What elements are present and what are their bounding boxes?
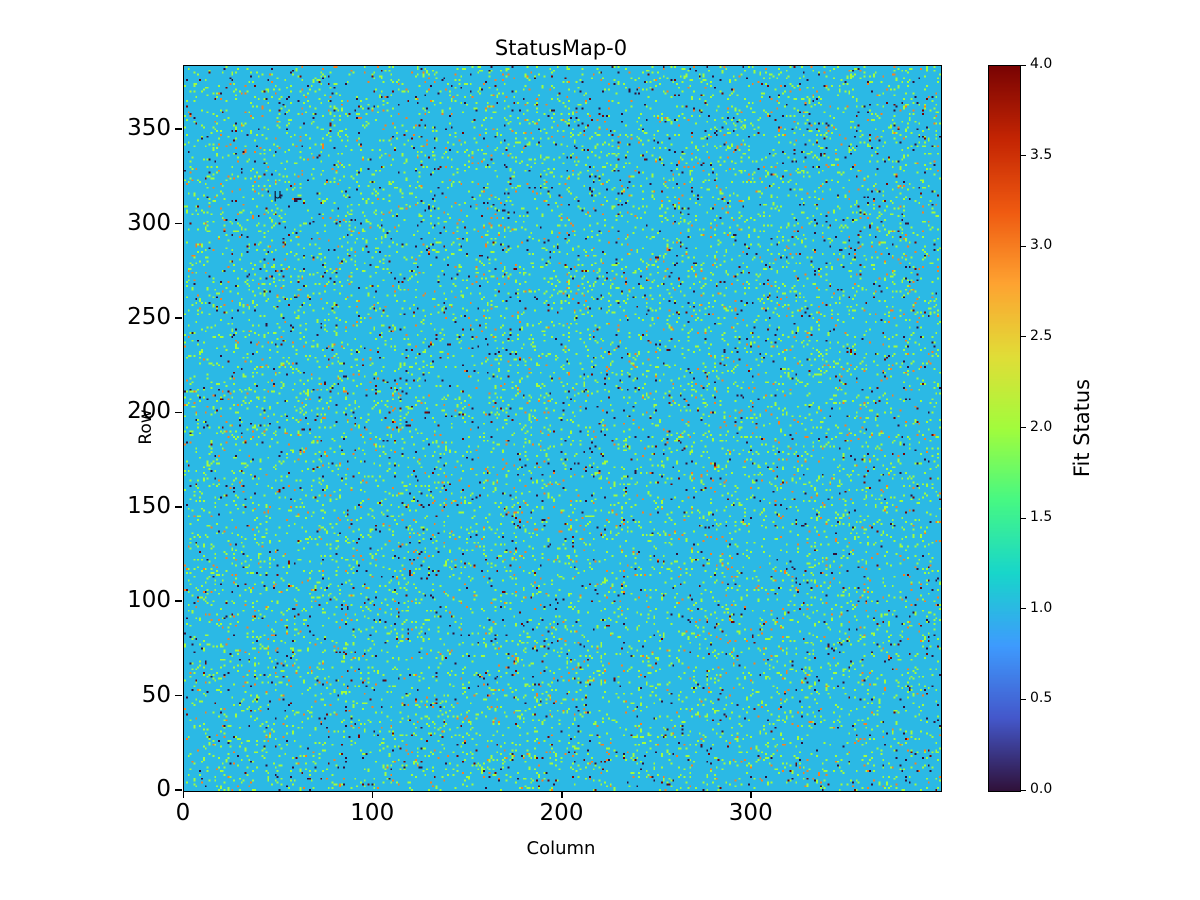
y-tick-mark — [175, 317, 182, 319]
colorbar-tick-mark — [1021, 517, 1026, 519]
colorbar-tick-label: 0.0 — [1030, 781, 1053, 797]
colorbar-tick-mark — [1021, 245, 1026, 247]
y-tick-mark — [175, 411, 182, 414]
x-tick-label: 200 — [539, 800, 584, 826]
colorbar-tick-label: 3.5 — [1030, 146, 1053, 163]
colorbar-tick-mark — [1021, 427, 1026, 428]
x-tick-label: 300 — [728, 800, 773, 826]
y-tick-label: 150 — [127, 492, 171, 519]
y-tick-mark — [175, 694, 182, 697]
colorbar-tick-label: 1.0 — [1030, 599, 1053, 616]
x-tick-mark — [371, 791, 374, 798]
y-tick-mark — [175, 506, 182, 508]
colorbar-tick-mark — [1021, 336, 1026, 338]
chart-title: StatusMap-0 — [494, 36, 628, 60]
y-tick-label: 50 — [141, 681, 171, 708]
x-tick-mark — [182, 791, 184, 798]
y-tick-mark — [175, 222, 182, 225]
colorbar-tick-label: 3.0 — [1030, 237, 1053, 254]
colorbar-tick-mark — [1021, 64, 1026, 66]
colorbar-tick-label: 4.0 — [1030, 56, 1053, 72]
y-tick-label: 200 — [127, 398, 171, 425]
x-tick-mark — [561, 791, 563, 798]
x-axis-label: Column — [526, 838, 596, 859]
heatmap-canvas — [184, 66, 941, 791]
colorbar-tick-mark — [1021, 698, 1026, 700]
colorbar-label: Fit Status — [1070, 378, 1094, 478]
colorbar-tick-mark — [1021, 155, 1026, 157]
y-tick-label: 350 — [127, 115, 171, 142]
colorbar-tick-label: 2.0 — [1030, 418, 1053, 435]
x-tick-label: 100 — [350, 800, 395, 826]
colorbar-tick-mark — [1021, 608, 1026, 610]
colorbar-tick-label: 2.5 — [1030, 327, 1053, 344]
x-tick-label: 0 — [175, 800, 191, 826]
mu-annotation: μ — [273, 187, 282, 203]
colorbar-tick-label: 1.5 — [1030, 509, 1053, 526]
colorbar-tick-mark — [1021, 789, 1026, 791]
colorbar-tick-label: 0.5 — [1030, 690, 1053, 707]
plot-area — [183, 65, 942, 792]
y-tick-mark — [175, 128, 182, 130]
colorbar — [988, 65, 1021, 792]
y-tick-mark — [175, 600, 182, 602]
y-tick-label: 250 — [127, 303, 171, 330]
x-tick-mark — [750, 791, 752, 798]
y-tick-mark — [175, 789, 182, 791]
y-tick-label: 300 — [127, 209, 171, 236]
colorbar-gradient — [989, 66, 1020, 791]
y-tick-label: 0 — [156, 776, 171, 802]
y-tick-label: 100 — [127, 587, 171, 614]
